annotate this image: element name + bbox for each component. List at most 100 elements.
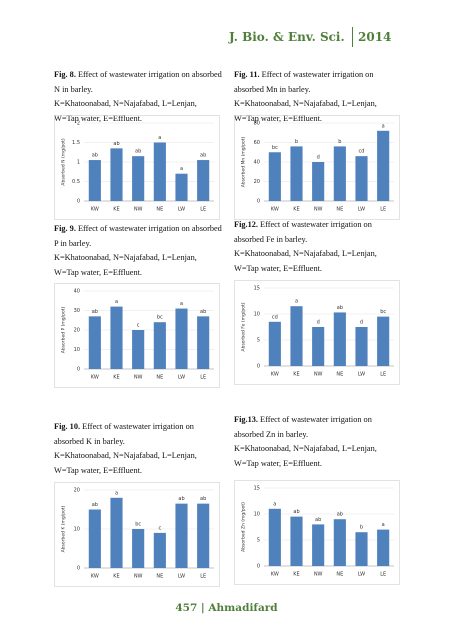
significance-letter: b [360,525,363,531]
caption-label: Fig. 9. [54,224,76,233]
bar [355,327,368,366]
bar [153,322,166,369]
y-tick-label: 10 [254,312,260,318]
y-tick-label: 5 [257,538,260,544]
caption-label: Fig. 8. [54,70,76,79]
caption-text: Effect of wastewater irrigation on absor… [234,415,372,439]
bar [175,173,188,201]
x-tick-label: NE [156,574,163,580]
caption-text: Effect of wastewater irrigation on absor… [54,224,222,248]
significance-letter: a [382,522,385,528]
y-tick-label: 0 [77,566,80,572]
caption-legend: K=Khatoonabad, N=Najafabad, L=Lenjan, W=… [234,444,377,468]
bar [268,152,281,201]
chart-frame [54,283,220,388]
y-tick-label: 15 [254,286,260,292]
x-tick-label: KE [113,574,119,580]
x-tick-label: KW [91,375,99,381]
bar-chart: 0 10 20 30 40 Absorbed P (mg/pot) KW ab KE a NW c NE… [54,283,220,388]
bar [312,327,325,366]
caption-legend: K=Khatoonabad, N=Najafabad, L=Lenjan, W=… [54,99,197,123]
chart-frame [234,280,400,385]
y-tick-label: 40 [254,160,260,166]
bar-chart: 0 20 40 60 80 Absorbed Mn (mg/pot) KW bc KE b NW d N… [234,115,400,220]
bar-chart: 0 5 10 15 Absorbed Fe (mg/pot) KW cd KE a NW d NE ab… [234,280,400,385]
caption-text: Effect of wastewater irrigation on absor… [54,422,194,446]
y-axis-label: Absorbed Mn (mg/pot) [241,136,247,187]
caption: Fig. 11. Effect of wastewater irrigation… [234,68,402,126]
bar [290,146,303,201]
significance-letter: c [137,323,140,329]
chart-frame [54,115,220,220]
significance-letter: ab [337,305,343,311]
significance-letter: ab [315,517,321,523]
x-tick-label: LW [178,574,185,580]
significance-letter: ab [337,512,343,518]
y-tick-label: 20 [74,328,80,334]
caption: Fig. 8. Effect of wastewater irrigation … [54,68,222,126]
bar [333,146,346,201]
bar [110,497,123,568]
x-tick-label: LW [358,372,365,378]
y-axis-label: Absorbed N (mg/pot) [61,138,67,185]
y-tick-label: 20 [74,488,80,494]
bar [355,532,368,566]
y-axis-label: Absorbed Fe (mg/pot) [241,302,247,351]
significance-letter: ab [113,141,119,147]
x-tick-label: LE [200,207,206,213]
bar [110,148,123,201]
header-divider [352,27,353,47]
significance-letter: ab [200,153,206,159]
bar [290,306,303,366]
bar [88,509,101,568]
y-tick-label: 1 [77,160,80,166]
y-tick-label: 0 [77,367,80,373]
y-tick-label: 0 [77,199,80,205]
bar-chart: 0 10 20 Absorbed K (mg/pot) KW ab KE a NW bc NE c LW… [54,482,220,587]
bar [312,524,325,566]
significance-letter: bc [380,309,386,315]
page-number: 457 [175,602,198,614]
y-tick-label: 20 [254,179,260,185]
y-tick-label: 0 [257,364,260,370]
y-tick-label: 40 [74,289,80,295]
y-tick-label: 80 [254,121,260,127]
x-tick-label: NW [134,207,143,213]
x-tick-label: KW [271,572,279,578]
caption: Fig. 10. Effect of wastewater irrigation… [54,420,222,478]
significance-letter: a [115,299,118,305]
x-tick-label: LW [358,207,365,213]
significance-letter: c [158,525,161,531]
caption-label: Fig.12. [234,220,258,229]
x-tick-label: KE [293,572,299,578]
caption-label: Fig. 10. [54,422,81,431]
significance-letter: bc [272,145,278,151]
bar [333,312,346,366]
y-tick-label: 1.5 [72,140,80,146]
footer: 457 | Ahmadifard [175,602,278,614]
bar [333,519,346,566]
journal-year: 2014 [358,30,392,44]
significance-letter: cd [272,314,278,320]
significance-letter: a [295,299,298,305]
x-tick-label: NE [156,375,163,381]
y-tick-label: 0.5 [72,179,80,185]
bar [153,532,166,568]
y-tick-label: 30 [74,308,80,314]
x-tick-label: LW [178,375,185,381]
significance-letter: ab [293,509,299,515]
y-tick-label: 10 [254,512,260,518]
x-tick-label: LW [178,207,185,213]
significance-letter: a [180,301,183,307]
bar [110,306,123,369]
x-tick-label: KW [271,207,279,213]
x-tick-label: KE [293,372,299,378]
bar [355,156,368,201]
x-tick-label: NW [314,207,323,213]
bar [268,321,281,366]
bar [153,142,166,201]
significance-letter: d [360,320,363,326]
y-tick-label: 10 [74,527,80,533]
